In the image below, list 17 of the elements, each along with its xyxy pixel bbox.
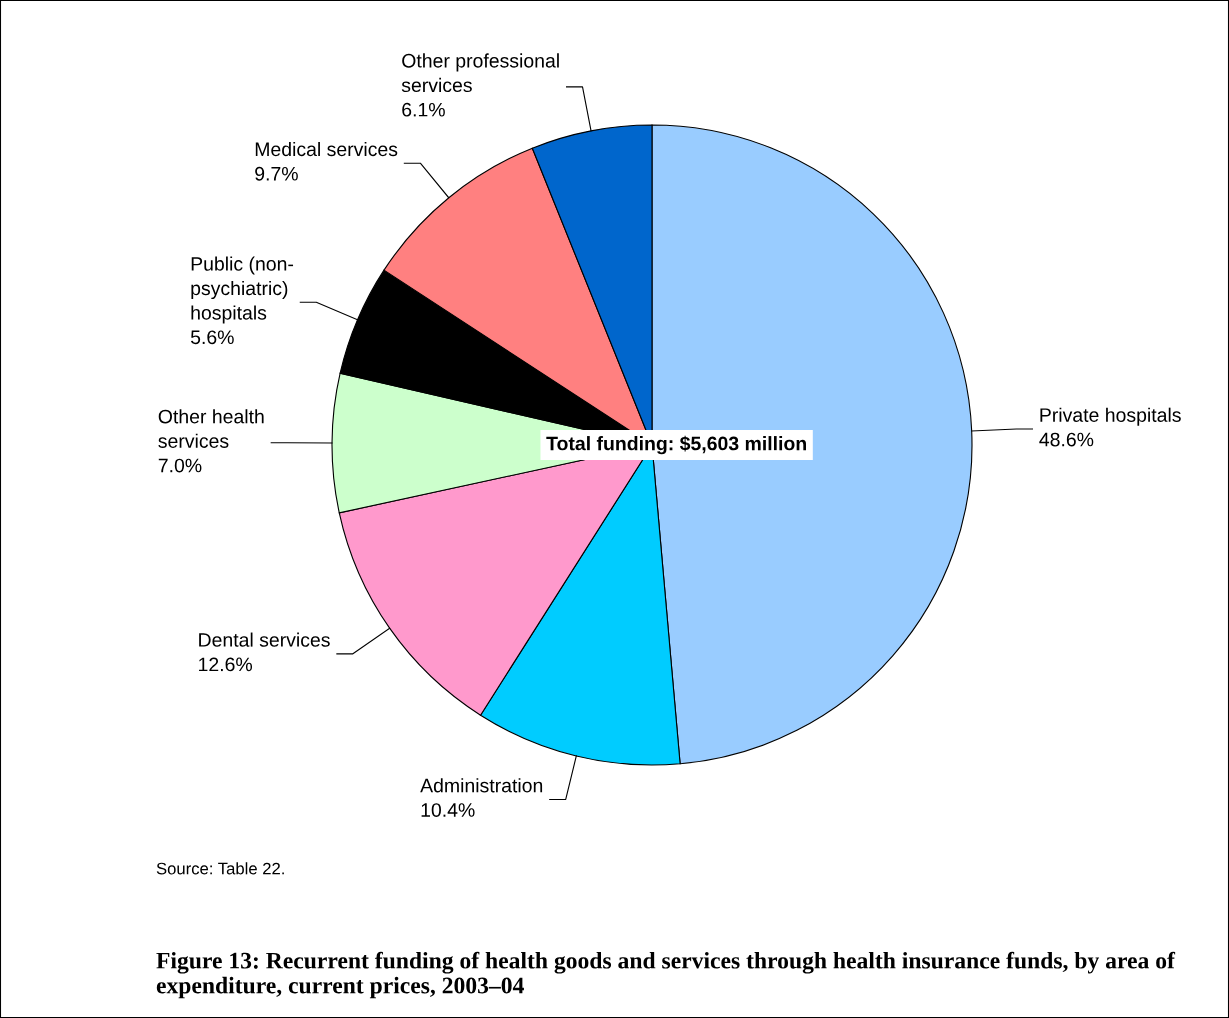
data-label: 48.6% [1039,432,1094,447]
slice-label: Other professional services [401,53,559,93]
source-note: Source: Table 22. [156,862,284,875]
slice-label: Medical services [255,141,398,157]
data-label: 9.7% [255,166,298,181]
text: Figure 13: Recurrent funding of health goods and services through health insurance funds, by area of expenditure, current prices, 2003–04 [156,951,1176,999]
data-label: 7.0% [158,458,202,473]
slice-label: Private hospitals [1040,407,1181,426]
data-label: 12.6% [199,657,253,672]
data-label: 6.1% [402,102,445,117]
slice-label: Other health services [158,409,264,448]
text: Total funding: $5,603 million [546,435,806,455]
slice-label: Public (non- psychiatric) hospitals [191,256,294,324]
data-label: 10.4% [421,803,475,817]
data-label: 5.6% [190,330,234,345]
slice-label: Administration [420,778,543,793]
slice-label: Dental services [199,632,330,647]
